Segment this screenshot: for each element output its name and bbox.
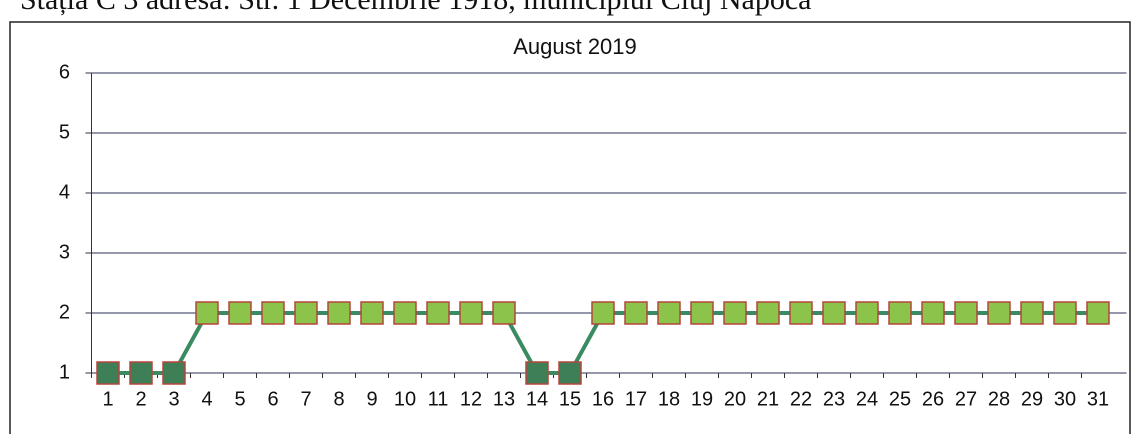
marker	[525, 361, 549, 385]
x-tick-label: 2	[135, 388, 146, 410]
x-tick-label: 5	[234, 388, 245, 410]
x-tick-label: 4	[201, 388, 212, 410]
x-tick-label: 14	[526, 388, 548, 410]
marker	[657, 301, 681, 325]
x-tick-label: 21	[757, 388, 779, 410]
marker	[756, 301, 780, 325]
x-tick-label: 10	[394, 388, 416, 410]
x-tick-label: 19	[691, 388, 713, 410]
marker	[1086, 301, 1110, 325]
x-tick-label: 30	[1054, 388, 1076, 410]
x-tick-label: 29	[1021, 388, 1043, 410]
x-tick-label: 18	[658, 388, 680, 410]
x-tick-label: 27	[955, 388, 977, 410]
x-tick-label: 6	[267, 388, 278, 410]
x-tick-label: 20	[724, 388, 746, 410]
marker	[393, 301, 417, 325]
y-tick-label: 3	[59, 241, 70, 263]
x-tick-label: 22	[790, 388, 812, 410]
marker	[294, 301, 318, 325]
marker	[855, 301, 879, 325]
marker	[954, 301, 978, 325]
marker	[1020, 301, 1044, 325]
marker	[426, 301, 450, 325]
y-tick-label: 5	[59, 121, 70, 143]
marker	[690, 301, 714, 325]
marker	[492, 301, 516, 325]
y-tick-label: 4	[59, 181, 70, 203]
marker	[327, 301, 351, 325]
y-tick-label: 2	[59, 301, 70, 323]
marker	[162, 361, 186, 385]
chart-title: August 2019	[513, 34, 637, 59]
x-tick-label: 1	[102, 388, 113, 410]
x-tick-label: 16	[592, 388, 614, 410]
x-tick-label: 8	[333, 388, 344, 410]
marker	[822, 301, 846, 325]
marker	[360, 301, 384, 325]
marker	[96, 361, 120, 385]
x-tick-label: 13	[493, 388, 515, 410]
y-tick-label: 6	[59, 61, 70, 83]
x-tick-label: 26	[922, 388, 944, 410]
x-tick-label: 24	[856, 388, 878, 410]
marker	[987, 301, 1011, 325]
x-tick-label: 31	[1087, 388, 1109, 410]
y-tick-label: 1	[59, 361, 70, 383]
marker	[723, 301, 747, 325]
marker	[789, 301, 813, 325]
x-tick-label: 28	[988, 388, 1010, 410]
marker	[195, 301, 219, 325]
marker	[888, 301, 912, 325]
x-tick-label: 3	[168, 388, 179, 410]
marker	[921, 301, 945, 325]
x-tick-label: 9	[366, 388, 377, 410]
x-tick-label: 7	[300, 388, 311, 410]
marker	[261, 301, 285, 325]
marker	[1053, 301, 1077, 325]
x-tick-label: 12	[460, 388, 482, 410]
marker	[459, 301, 483, 325]
marker	[558, 361, 582, 385]
x-tick-label: 15	[559, 388, 581, 410]
x-tick-label: 11	[428, 388, 449, 410]
x-tick-label: 17	[625, 388, 647, 410]
marker	[624, 301, 648, 325]
heading: Stația C 3 adresa: Str. 1 Decembrie 1918…	[20, 0, 812, 16]
x-tick-label: 23	[823, 388, 845, 410]
marker	[228, 301, 252, 325]
marker	[129, 361, 153, 385]
marker	[591, 301, 615, 325]
x-tick-label: 25	[889, 388, 911, 410]
